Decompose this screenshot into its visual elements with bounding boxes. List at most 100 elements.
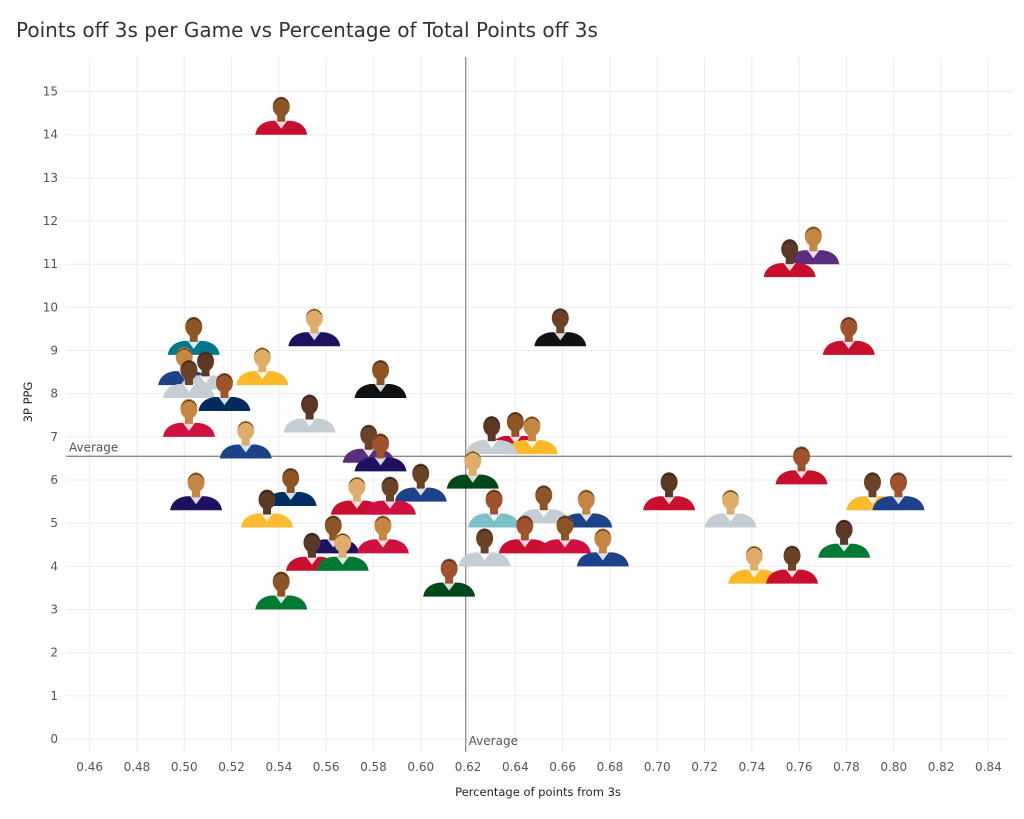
y-tick-label: 9 bbox=[50, 344, 58, 358]
player-point[interactable] bbox=[354, 433, 407, 472]
player-hair bbox=[523, 417, 541, 425]
player-hair bbox=[272, 572, 290, 580]
y-tick-label: 3 bbox=[50, 603, 58, 617]
x-tick-label: 0.72 bbox=[691, 760, 718, 774]
player-head bbox=[197, 351, 215, 372]
player-hair bbox=[804, 227, 822, 235]
jersey-collar bbox=[783, 263, 796, 272]
player-point[interactable] bbox=[316, 532, 369, 571]
y-tick-label: 13 bbox=[43, 171, 58, 185]
player-point[interactable] bbox=[219, 420, 272, 459]
jersey-collar bbox=[305, 556, 318, 565]
player-point[interactable] bbox=[534, 308, 587, 347]
player-point[interactable] bbox=[162, 398, 215, 437]
player-point[interactable] bbox=[283, 394, 336, 433]
player-neck bbox=[556, 326, 565, 334]
player-point[interactable] bbox=[170, 472, 223, 511]
player-point[interactable] bbox=[763, 239, 816, 278]
jersey-collar bbox=[275, 595, 288, 604]
player-point[interactable] bbox=[241, 489, 294, 528]
player-point[interactable] bbox=[264, 467, 317, 506]
y-axis-title: 3P PPG bbox=[21, 382, 35, 423]
player-head bbox=[804, 226, 822, 247]
player-neck bbox=[750, 563, 759, 571]
player-point[interactable] bbox=[576, 528, 629, 567]
player-point[interactable] bbox=[255, 96, 308, 135]
player-neck bbox=[286, 485, 295, 493]
player-head bbox=[535, 485, 553, 506]
player-hair bbox=[485, 490, 503, 498]
player-point[interactable] bbox=[162, 360, 215, 399]
y-tick-label: 15 bbox=[43, 85, 58, 99]
player-point[interactable] bbox=[330, 476, 383, 515]
player-point[interactable] bbox=[446, 450, 499, 489]
player-point[interactable] bbox=[818, 519, 871, 558]
x-axis-title: Percentage of points from 3s bbox=[455, 785, 621, 799]
jersey-collar bbox=[559, 539, 572, 548]
y-tick-label: 1 bbox=[50, 689, 58, 703]
player-head bbox=[324, 515, 342, 536]
jersey-collar bbox=[488, 513, 501, 522]
player-point[interactable] bbox=[846, 472, 899, 511]
player-point[interactable] bbox=[643, 472, 696, 511]
player-hair bbox=[722, 490, 740, 498]
player-point[interactable] bbox=[458, 528, 511, 567]
y-tick-label: 8 bbox=[50, 387, 58, 401]
player-neck bbox=[487, 434, 496, 442]
player-point[interactable] bbox=[822, 316, 875, 355]
player-neck bbox=[844, 334, 853, 342]
player-head bbox=[483, 416, 501, 437]
player-point[interactable] bbox=[465, 416, 518, 455]
data-points bbox=[158, 96, 925, 610]
chart-title: Points off 3s per Game vs Percentage of … bbox=[16, 18, 598, 42]
y-tick-label: 4 bbox=[50, 559, 58, 573]
player-point[interactable] bbox=[787, 226, 840, 265]
player-point[interactable] bbox=[255, 571, 308, 610]
player-neck bbox=[352, 494, 361, 502]
jersey-collar bbox=[239, 444, 252, 453]
player-point[interactable] bbox=[539, 515, 592, 554]
player-point[interactable] bbox=[468, 489, 521, 528]
player-hair bbox=[483, 417, 501, 425]
player-point[interactable] bbox=[423, 558, 476, 597]
player-hair bbox=[840, 317, 858, 325]
jersey-collar bbox=[596, 552, 609, 561]
player-point[interactable] bbox=[498, 515, 551, 554]
player-point[interactable] bbox=[872, 472, 925, 511]
jersey-collar bbox=[866, 496, 879, 505]
jersey-collar bbox=[256, 371, 269, 380]
jersey-collar bbox=[182, 384, 195, 393]
jersey-collar bbox=[509, 435, 522, 444]
player-point[interactable] bbox=[356, 515, 409, 554]
y-tick-label: 0 bbox=[50, 732, 58, 746]
y-tick-label: 10 bbox=[43, 300, 58, 314]
x-tick-label: 0.54 bbox=[265, 760, 292, 774]
player-hair bbox=[835, 520, 853, 528]
player-point[interactable] bbox=[704, 489, 757, 528]
player-point[interactable] bbox=[364, 476, 417, 515]
player-head bbox=[215, 372, 233, 393]
player-point[interactable] bbox=[288, 308, 341, 347]
player-point[interactable] bbox=[766, 545, 819, 584]
player-head bbox=[781, 239, 799, 260]
player-hair bbox=[187, 473, 205, 481]
player-point[interactable] bbox=[167, 316, 220, 355]
player-point[interactable] bbox=[394, 463, 447, 502]
player-neck bbox=[511, 429, 520, 437]
player-neck bbox=[338, 550, 347, 558]
player-neck bbox=[184, 416, 193, 424]
player-neck bbox=[184, 378, 193, 386]
player-hair bbox=[197, 352, 215, 360]
player-point[interactable] bbox=[505, 416, 558, 455]
player-point[interactable] bbox=[198, 372, 251, 411]
player-hair bbox=[180, 361, 198, 369]
x-tick-label: 0.48 bbox=[124, 760, 151, 774]
player-head bbox=[348, 476, 366, 497]
x-tick-label: 0.74 bbox=[738, 760, 765, 774]
player-point[interactable] bbox=[236, 347, 289, 386]
player-head bbox=[440, 558, 458, 579]
player-point[interactable] bbox=[354, 360, 407, 399]
player-hair bbox=[577, 490, 595, 498]
player-point[interactable] bbox=[775, 446, 828, 485]
